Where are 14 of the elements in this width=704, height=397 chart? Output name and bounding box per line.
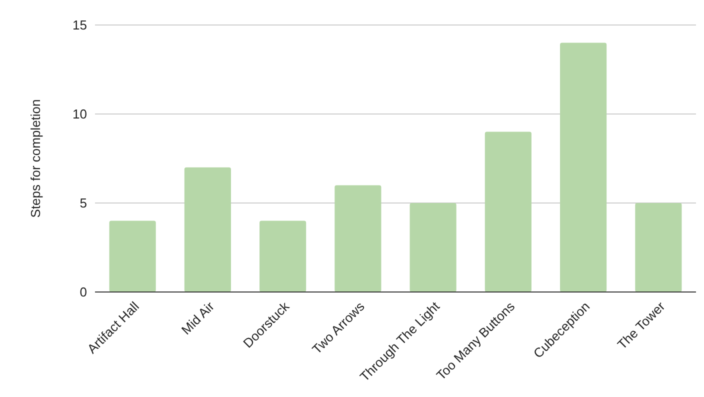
y-tick-label: 5 (80, 196, 87, 211)
bar (484, 132, 532, 292)
bar (109, 220, 156, 292)
y-tick-label: 0 (80, 284, 87, 300)
bar (410, 203, 456, 292)
bar (260, 220, 306, 292)
y-axis-title: Steps for completion (28, 99, 43, 218)
x-tick-label: Mid Air (178, 298, 218, 338)
y-tick-label: 10 (72, 106, 87, 122)
bar (560, 42, 607, 292)
bar (635, 203, 682, 292)
y-tick-label: 15 (72, 18, 87, 33)
bar (184, 167, 231, 292)
bar (334, 185, 382, 292)
